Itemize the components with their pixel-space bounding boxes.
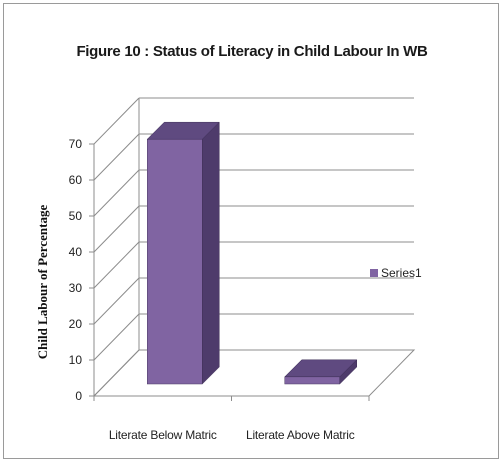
gridlines — [93, 97, 414, 397]
chart-area: Figure 10 : Status of Literacy in Child … — [35, 43, 428, 442]
side-gridline — [93, 313, 140, 361]
side-gridline — [93, 205, 140, 253]
bar-top-face — [284, 359, 358, 378]
y-tick-label: 30 — [69, 281, 83, 295]
bar-side-face — [202, 121, 220, 385]
legend-label-series1: Series1 — [381, 266, 422, 280]
y-tick-label: 0 — [75, 389, 82, 403]
y-tick-label: 60 — [69, 173, 83, 187]
x-tick-label: Literate Above Matric — [246, 428, 355, 442]
chart-title: Figure 10 : Status of Literacy in Child … — [76, 43, 428, 60]
y-tick-labels: 0 10 20 30 40 50 60 70 — [69, 137, 83, 403]
y-tick-label: 40 — [69, 245, 83, 259]
side-gridline — [93, 133, 140, 181]
bar-2 — [284, 359, 358, 385]
side-gridline — [93, 277, 140, 325]
y-tick-label: 20 — [69, 317, 83, 331]
legend: Series1 — [370, 266, 422, 280]
chart-frame: Figure 10 : Status of Literacy in Child … — [3, 3, 499, 459]
bar-front-face — [147, 138, 203, 385]
axes — [89, 98, 416, 401]
x-tick-label: Literate Below Matric — [109, 428, 217, 442]
y-tick-label: 10 — [69, 353, 83, 367]
side-gridline — [93, 169, 140, 217]
bar-top-face — [146, 121, 220, 140]
y-axis-label: Child Labour of Percentage — [35, 205, 50, 360]
y-tick-label: 50 — [69, 209, 83, 223]
side-gridline — [93, 241, 140, 289]
category-labels: Literate Below Matric Literate Above Matr… — [109, 428, 355, 442]
y-tick-label: 70 — [69, 137, 83, 151]
bars — [146, 121, 358, 385]
legend-swatch-series1 — [370, 269, 378, 277]
bar-front-face — [284, 376, 340, 385]
chart-floor — [92, 349, 416, 397]
bar-1 — [146, 121, 220, 385]
side-gridline — [93, 97, 140, 145]
